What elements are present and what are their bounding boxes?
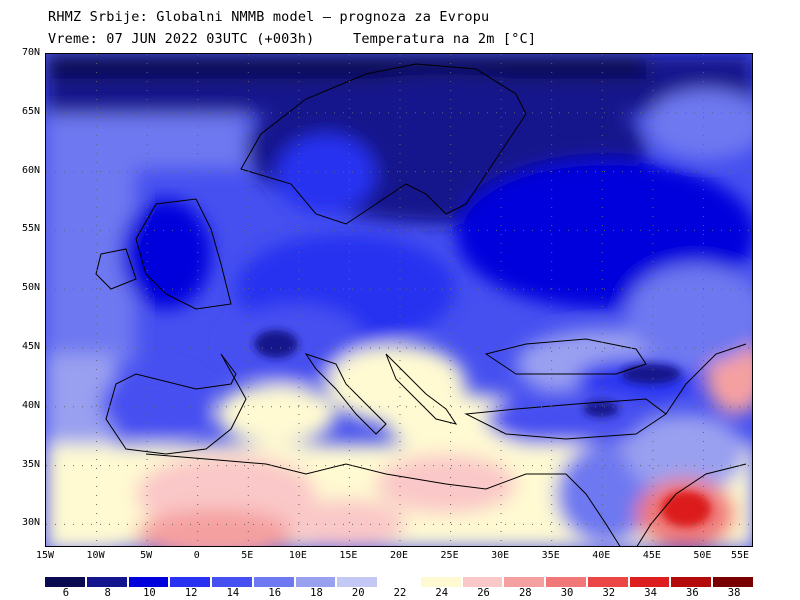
colorbar-label: 12: [184, 587, 198, 599]
colorbar-swatch: [212, 577, 252, 587]
colorbar-label: 14: [226, 587, 240, 599]
colorbar-swatch: [379, 577, 419, 587]
colorbar-swatch: [713, 577, 753, 587]
colorbar-swatch: [295, 577, 336, 587]
colorbar-label: 20: [351, 587, 365, 599]
colorbar-swatch: [170, 577, 211, 587]
colorbar-label: 30: [560, 587, 574, 599]
lon-label: 5W: [140, 550, 153, 561]
lon-label: 5E: [241, 550, 254, 561]
valid-time: Vreme: 07 JUN 2022 03UTC (+003h): [48, 31, 315, 47]
lon-label: 25E: [440, 550, 459, 561]
colorbar-swatch: [337, 577, 378, 587]
lon-label: 40E: [592, 550, 611, 561]
lon-label: 10W: [86, 550, 105, 561]
lat-label: 45N: [21, 341, 40, 353]
colorbar-swatch: [462, 577, 503, 587]
lat-label: 60N: [21, 164, 40, 176]
colorbar-label: 34: [644, 587, 657, 599]
parameter-label: Temperatura na 2m [°C]: [353, 31, 537, 47]
colorbar-label: 38: [727, 587, 741, 599]
lon-label: 55E: [730, 550, 750, 561]
lon-label: 15W: [35, 550, 55, 561]
colorbar-swatch: [45, 577, 85, 587]
colorbar-label: 32: [602, 587, 616, 599]
colorbar-swatch: [629, 577, 670, 587]
lat-label: 30N: [21, 517, 40, 529]
colorbar-label: 28: [518, 587, 532, 599]
temperature-map: [45, 53, 753, 547]
lat-label: 70N: [21, 47, 40, 58]
lat-label: 65N: [21, 105, 40, 117]
colorbar-label: 8: [104, 587, 111, 599]
lon-label: 30E: [491, 550, 510, 561]
colorbar-swatch: [128, 577, 169, 587]
colorbar-swatch: [420, 577, 461, 587]
graticule: [46, 54, 752, 546]
coastlines: [95, 63, 747, 546]
map-canvas: [46, 54, 752, 546]
valid-time-line: Vreme: 07 JUN 2022 03UTC (+003h) Temperat…: [48, 31, 536, 47]
lat-label: 50N: [21, 282, 40, 294]
colorbar-swatch: [671, 577, 712, 587]
colorbar-label: 36: [686, 587, 699, 599]
lon-label: 20E: [389, 550, 409, 561]
colorbar-swatch: [546, 577, 586, 587]
lon-label: 50E: [693, 550, 712, 561]
colorbar-label: 16: [268, 587, 282, 599]
colorbar-swatch: [504, 577, 545, 587]
map-title: RHMZ Srbije: Globalni NMMB model — progn…: [48, 9, 490, 25]
colorbar-label: 6: [62, 587, 70, 599]
colorbar-label: 24: [435, 587, 449, 599]
colorbar-label: 10: [143, 587, 156, 599]
colorbar: [45, 577, 755, 587]
lat-label: 35N: [21, 458, 40, 470]
colorbar-swatch: [86, 577, 127, 587]
lon-label: 0: [193, 550, 200, 561]
colorbar-swatch: [253, 577, 294, 587]
colorbar-label: 26: [477, 587, 490, 599]
lon-label: 10E: [288, 550, 307, 561]
lon-label: 15E: [339, 550, 358, 561]
colorbar-label: 22: [393, 587, 407, 599]
colorbar-swatch: [587, 577, 628, 587]
lat-label: 40N: [21, 399, 40, 411]
colorbar-label: 18: [310, 587, 323, 599]
lon-label: 35E: [541, 550, 560, 561]
lat-label: 55N: [21, 223, 40, 235]
temperature-field: [46, 54, 752, 546]
temperature-hotspots: [254, 330, 711, 527]
lon-label: 45E: [642, 550, 661, 561]
